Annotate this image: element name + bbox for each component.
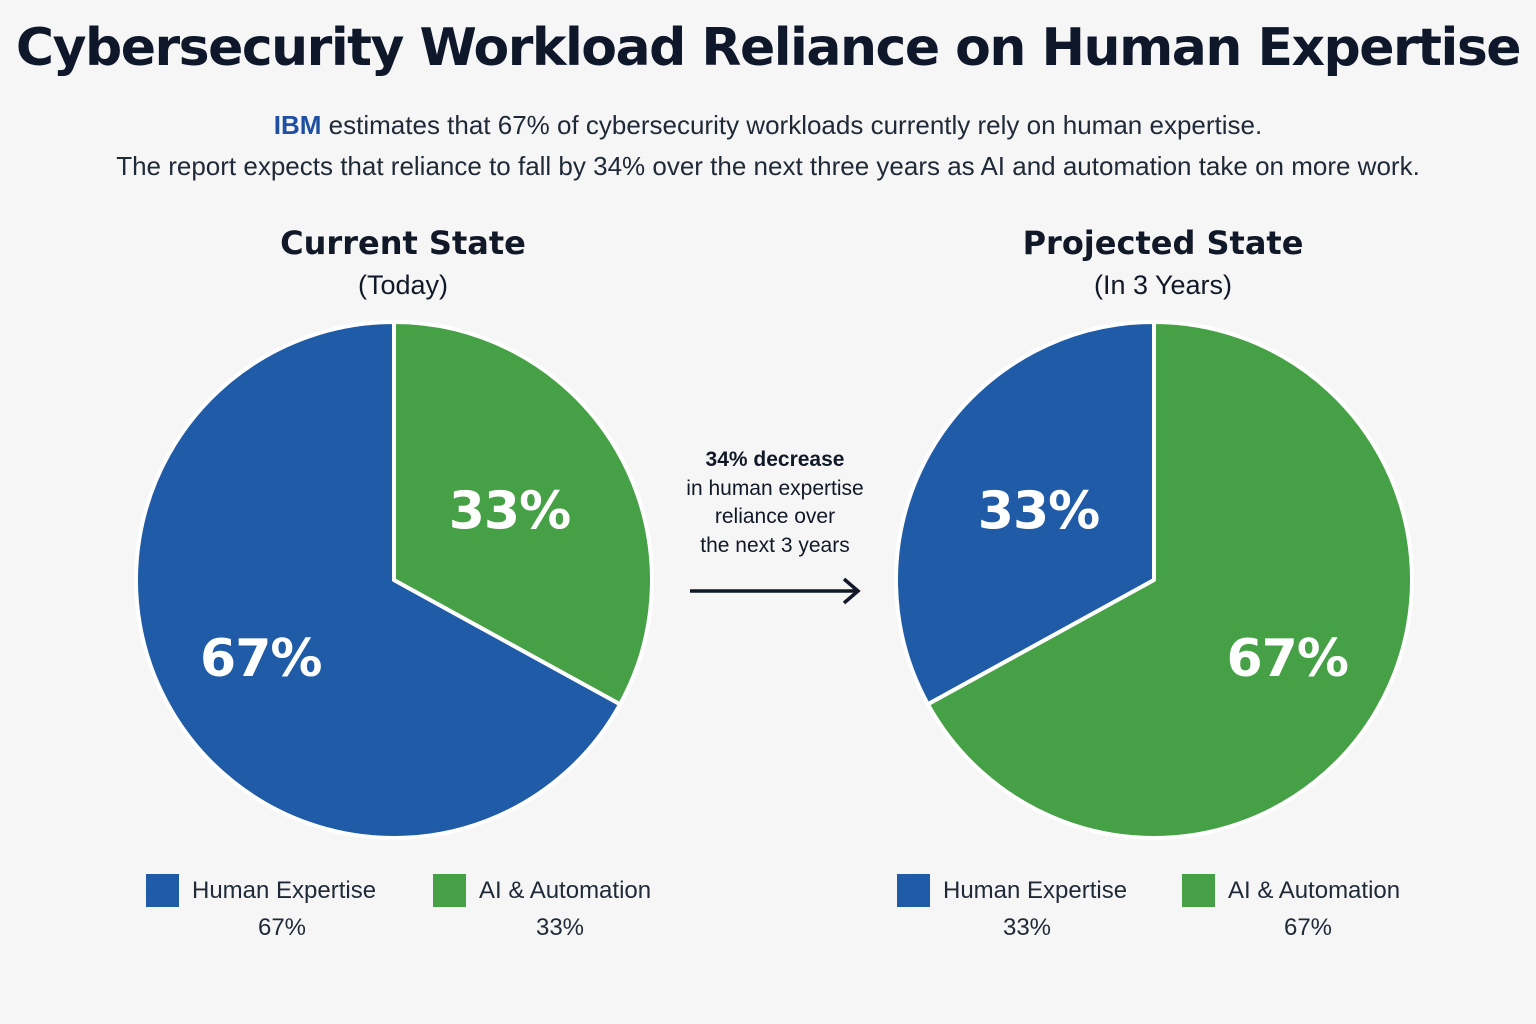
subtitle-line-1-text: estimates that 67% of cybersecurity work… [321, 110, 1263, 140]
legend-label: AI & Automation [1228, 877, 1401, 904]
pie-slice-ai-projected [925, 320, 1414, 840]
change-callout: 34% decrease in human expertise reliance… [640, 446, 910, 560]
page-title: Cybersecurity Workload Reliance on Human… [15, 18, 1522, 78]
legend-label: AI & Automation [479, 877, 652, 904]
callout-headline: 34% decrease [705, 448, 845, 471]
chart-subtitle-current: (Today) [357, 270, 449, 300]
legend-swatch-human [897, 874, 930, 907]
chart-title-projected: Projected State [1022, 224, 1304, 262]
legend-swatch-human [146, 874, 179, 907]
legend-swatch-ai [433, 874, 466, 907]
legend-item-ai-projected: AI & Automation 67% [1182, 874, 1442, 954]
legend-value: 33% [535, 914, 585, 941]
pie-chart-current: 67% 33% [134, 320, 654, 840]
pie-slice-human-projected [894, 320, 1156, 707]
pie-slice-human-current [134, 320, 623, 840]
legend-item-human-current: Human Expertise 67% [146, 874, 406, 954]
legend-item-ai-current: AI & Automation 33% [433, 874, 693, 954]
slice-label-human-projected: 33% [978, 482, 1099, 542]
callout-line-2: reliance over [714, 505, 836, 528]
legend-value: 33% [1002, 914, 1052, 941]
callout-line-1: in human expertise [686, 476, 864, 500]
slice-label-human-current: 67% [200, 629, 321, 689]
chart-subtitle-projected: (In 3 Years) [1093, 270, 1233, 300]
pie-chart-projected: 33% 67% [894, 320, 1414, 840]
slice-label-ai-projected: 67% [1227, 629, 1348, 689]
legend-value: 67% [257, 914, 307, 941]
slice-label-ai-current: 33% [449, 482, 570, 542]
callout-line-3: the next 3 years [700, 533, 850, 557]
chart-title-current: Current State [280, 224, 526, 262]
legend-value: 67% [1283, 914, 1333, 941]
legend-swatch-ai [1182, 874, 1215, 907]
legend-item-human-projected: Human Expertise 33% [897, 874, 1157, 954]
brand-name: IBM [273, 110, 322, 140]
legend-label: Human Expertise [192, 877, 377, 904]
pie-slice-ai-current [392, 320, 654, 707]
arrow-right-icon [690, 577, 861, 605]
subtitle-line-2: The report expects that reliance to fall… [116, 151, 1420, 181]
subtitle-line-1: IBM estimates that 67% of cybersecurity … [0, 110, 1536, 141]
legend-label: Human Expertise [943, 877, 1128, 904]
